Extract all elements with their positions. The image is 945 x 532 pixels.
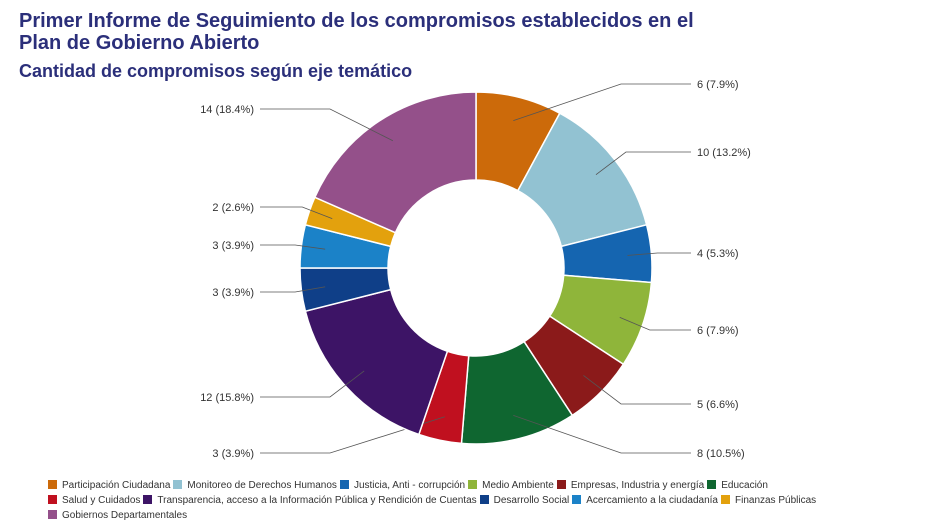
data-label-8: 12 (15.8%): [200, 392, 254, 404]
data-label-4: 6 (7.9%): [697, 325, 739, 337]
legend-swatch: [707, 480, 717, 489]
legend-swatch: [48, 480, 57, 489]
legend-item-6: Educación: [707, 478, 768, 493]
leader-line-9: [260, 286, 326, 293]
legend-swatch: [556, 480, 566, 489]
leader-line-8: [260, 370, 365, 398]
leader-line-10: [260, 244, 326, 250]
leader-line-3: [627, 252, 691, 256]
legend-swatch: [468, 480, 478, 489]
legend-swatch: [720, 495, 730, 504]
legend-swatch: [339, 480, 349, 489]
legend-swatch: [48, 510, 57, 519]
legend-label: Desarrollo Social: [493, 495, 570, 506]
legend-label: Finanzas Públicas: [734, 495, 817, 506]
legend-swatch: [48, 495, 57, 504]
legend-item-7: Salud y Cuidados: [48, 493, 140, 508]
legend-item-9: Desarrollo Social: [479, 493, 570, 508]
legend-item-11: Finanzas Públicas: [720, 493, 817, 508]
data-label-5: 5 (6.6%): [697, 399, 739, 411]
legend-item-4: Medio Ambiente: [468, 478, 554, 493]
data-label-9: 3 (3.9%): [212, 287, 254, 299]
legend-label: Justicia, Anti - corrupción: [353, 480, 466, 491]
leader-line-2: [595, 151, 691, 175]
legend-item-8: Transparencia, acceso a la Información P…: [143, 493, 477, 508]
legend-label: Medio Ambiente: [482, 480, 554, 491]
leader-line-12: [260, 108, 394, 142]
legend-item-10: Acercamiento a la ciudadanía: [572, 493, 718, 508]
legend-item-5: Empresas, Industria y energía: [556, 478, 705, 493]
title-line-2: Plan de Gobierno Abierto: [19, 32, 260, 54]
legend-label: Transparencia, acceso a la Información P…: [157, 495, 477, 506]
legend-swatch: [479, 495, 489, 504]
data-label-7: 3 (3.9%): [212, 448, 254, 460]
leader-line-6: [513, 414, 691, 454]
legend-label: Empresas, Industria y energía: [570, 480, 705, 491]
leader-line-5: [583, 375, 691, 405]
chart-legend: Participación Ciudadana Monitoreo de Dere…: [48, 478, 928, 523]
data-label-2: 10 (13.2%): [697, 147, 751, 159]
legend-swatch: [572, 495, 582, 504]
chart-title: Primer Informe de Seguimiento de los com…: [19, 10, 919, 54]
leader-line-4: [619, 316, 691, 331]
legend-label: Educación: [721, 480, 768, 491]
legend-label: Acercamiento a la ciudadanía: [586, 495, 718, 506]
legend-label: Participación Ciudadana: [62, 480, 171, 491]
leader-line-11: [260, 206, 333, 220]
legend-swatch: [173, 480, 183, 489]
data-label-11: 2 (2.6%): [212, 202, 254, 214]
chart-subtitle: Cantidad de compromisos según eje temáti…: [19, 61, 413, 81]
legend-label: Salud y Cuidados: [62, 495, 141, 506]
data-label-3: 4 (5.3%): [697, 248, 739, 260]
data-label-6: 8 (10.5%): [697, 448, 745, 460]
legend-label: Gobiernos Departamentales: [62, 510, 188, 521]
legend-item-3: Justicia, Anti - corrupción: [339, 478, 466, 493]
legend-item-2: Monitoreo de Derechos Humanos: [173, 478, 337, 493]
title-line-1: Primer Informe de Seguimiento de los com…: [19, 10, 694, 32]
data-label-10: 3 (3.9%): [212, 240, 254, 252]
legend-swatch: [143, 495, 153, 504]
data-label-1: 6 (7.9%): [697, 79, 739, 91]
legend-item-12: Gobiernos Departamentales: [48, 508, 187, 523]
data-label-12: 14 (18.4%): [200, 104, 254, 116]
donut-slice-8: [304, 288, 449, 436]
legend-label: Monitoreo de Derechos Humanos: [187, 480, 337, 491]
legend-item-1: Participación Ciudadana: [48, 478, 170, 493]
leader-line-1: [513, 83, 691, 122]
donut-slice-12: [313, 91, 477, 234]
